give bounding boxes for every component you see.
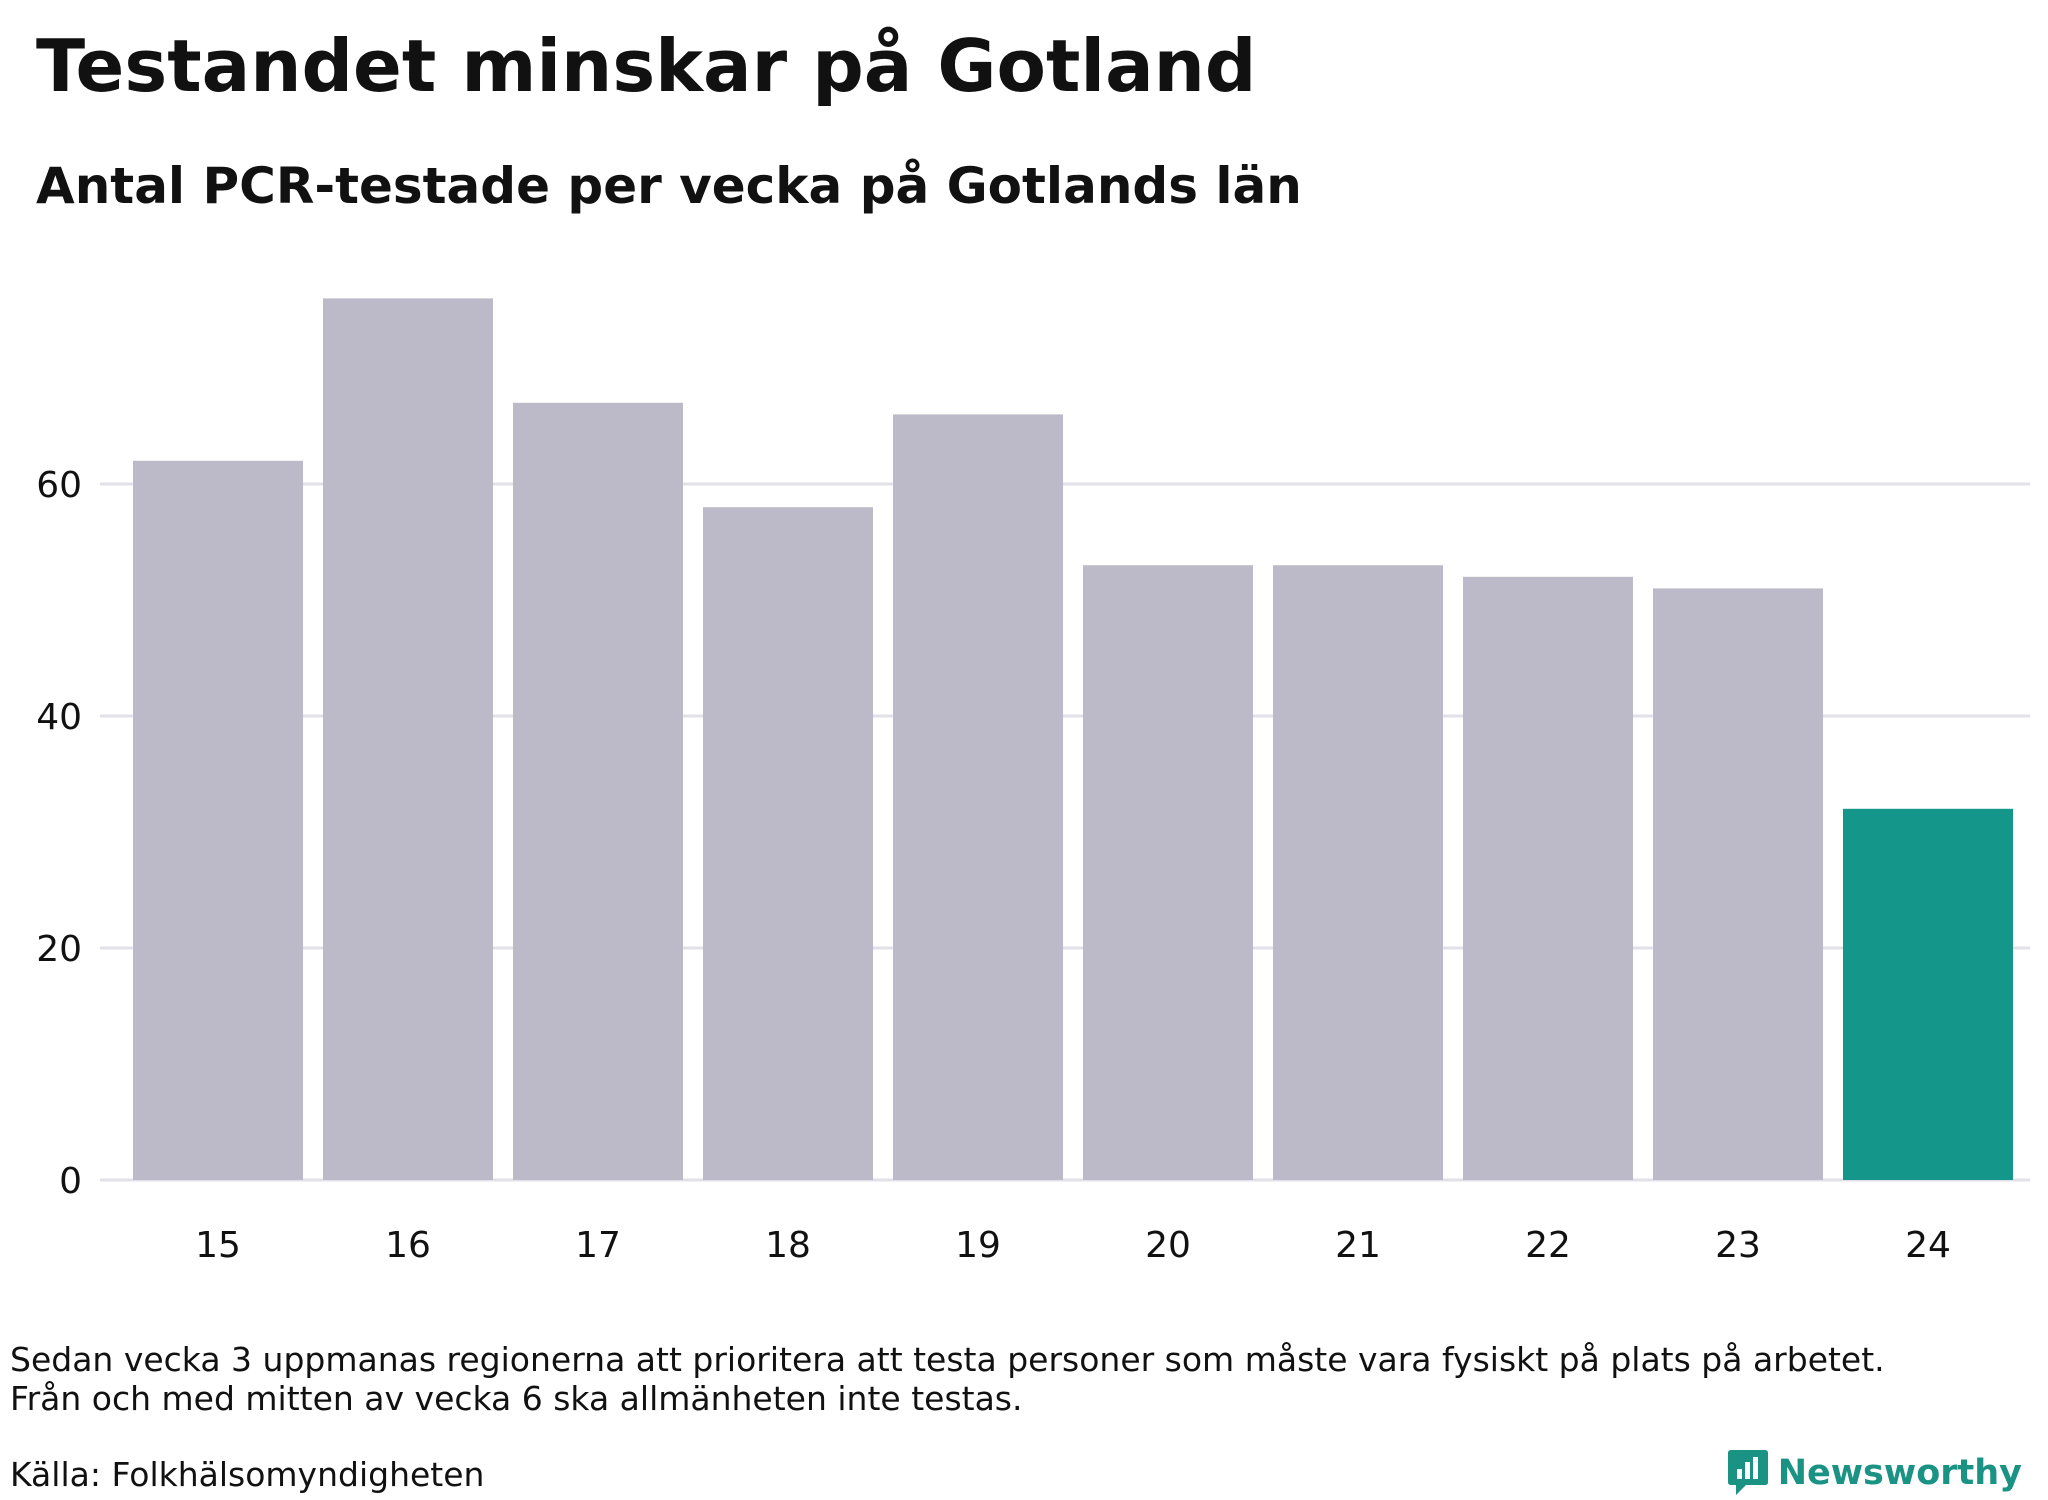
x-tick-label: 22 (1525, 1225, 1571, 1266)
source-credit: Källa: Folkhälsomyndigheten (10, 1455, 485, 1494)
brand-name: Newsworthy (1777, 1453, 2022, 1493)
bar-week-17 (513, 402, 683, 1180)
bar-week-24 (1843, 808, 2013, 1180)
bar-week-18 (703, 507, 873, 1180)
y-tick-label: 20 (36, 929, 82, 970)
bars (133, 298, 2013, 1180)
x-tick-label: 18 (765, 1225, 811, 1266)
note-line-1: Sedan vecka 3 uppmanas regionerna att pr… (10, 1340, 1885, 1379)
bar-week-15 (133, 460, 303, 1180)
chart-note: Sedan vecka 3 uppmanas regionerna att pr… (10, 1340, 2040, 1418)
y-tick-label: 60 (36, 465, 82, 506)
x-tick-label: 15 (195, 1225, 241, 1266)
chart-subtitle: Antal PCR-testade per vecka på Gotlands … (36, 157, 1302, 215)
bar-week-16 (323, 298, 493, 1180)
x-axis-tick-labels: 15 16 17 18 19 20 21 22 23 24 (195, 1225, 1951, 1266)
x-tick-label: 23 (1715, 1225, 1761, 1266)
chart-title: Testandet minskar på Gotland (36, 24, 1257, 108)
x-tick-label: 24 (1905, 1225, 1951, 1266)
bar-chart: 0 20 40 60 15 16 17 18 19 20 21 22 23 24 (36, 298, 2030, 1266)
x-tick-label: 19 (955, 1225, 1001, 1266)
x-tick-label: 16 (385, 1225, 431, 1266)
x-tick-label: 17 (575, 1225, 621, 1266)
y-axis-tick-labels: 0 20 40 60 (36, 465, 82, 1202)
newsworthy-logo-icon (1727, 1450, 1768, 1495)
x-tick-label: 21 (1335, 1225, 1381, 1266)
x-tick-label: 20 (1145, 1225, 1191, 1266)
y-tick-label: 40 (36, 697, 82, 738)
bar-week-22 (1463, 576, 1633, 1180)
bar-week-21 (1273, 565, 1443, 1180)
brand-logo: Newsworthy (1726, 1448, 2022, 1498)
note-line-2: Från och med mitten av vecka 6 ska allmä… (10, 1379, 1023, 1418)
bar-week-20 (1083, 565, 1253, 1180)
y-tick-label: 0 (59, 1161, 82, 1202)
bar-week-19 (893, 414, 1063, 1180)
bar-week-23 (1653, 588, 1823, 1180)
